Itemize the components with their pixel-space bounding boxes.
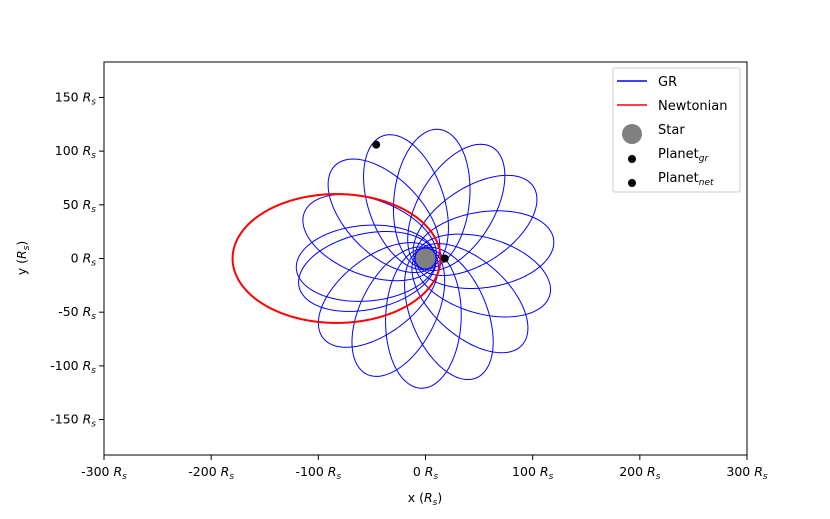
y-tick-label: 0 Rs — [71, 251, 97, 269]
legend-label: GR — [658, 75, 677, 90]
x-tick-label: 0 Rs — [413, 464, 439, 482]
y-tick-label: -150 Rs — [50, 412, 96, 430]
point-planet-gr — [372, 140, 381, 149]
y-tick-label: 100 Rs — [55, 143, 97, 161]
series-layer — [231, 128, 555, 389]
legend-label: Planetgr — [658, 147, 709, 164]
legend-marker — [628, 179, 636, 187]
legend-label: Newtonian — [658, 99, 727, 114]
legend: GR Newtonian Star Planetgr Planetnet — [612, 67, 741, 193]
legend-box — [612, 67, 741, 193]
y-axis-ticks: 150 Rs 100 Rs 50 Rs 0 Rs -50 Rs -100 Rs -150 R… — [50, 89, 104, 430]
point-planet-net — [440, 254, 449, 263]
y-tick-label: -100 Rs — [50, 358, 96, 376]
x-axis-label: x (Rs) — [408, 490, 443, 508]
points-layer — [372, 140, 449, 269]
x-tick-label: -300 Rs — [81, 464, 127, 482]
legend-marker — [622, 124, 642, 144]
x-tick-label: 200 Rs — [619, 464, 661, 482]
series-newtonian-line — [231, 193, 442, 324]
legend-marker — [628, 155, 636, 163]
x-tick-label: 100 Rs — [512, 464, 554, 482]
y-tick-label: -50 Rs — [58, 304, 96, 322]
y-tick-label: 150 Rs — [55, 89, 97, 107]
x-tick-label: -200 Rs — [188, 464, 234, 482]
y-tick-label: 50 Rs — [63, 197, 97, 215]
legend-label: Planetnet — [658, 171, 714, 188]
legend-label: Star — [658, 123, 685, 138]
x-axis-ticks: -300 Rs -200 Rs -100 Rs 0 Rs 100 Rs 200 Rs 300… — [81, 455, 768, 482]
x-tick-label: -100 Rs — [295, 464, 341, 482]
series-gr-line — [295, 128, 555, 389]
x-tick-label: 300 Rs — [726, 464, 768, 482]
point-star — [415, 248, 436, 269]
y-axis-label: y (Rs) — [14, 241, 32, 276]
